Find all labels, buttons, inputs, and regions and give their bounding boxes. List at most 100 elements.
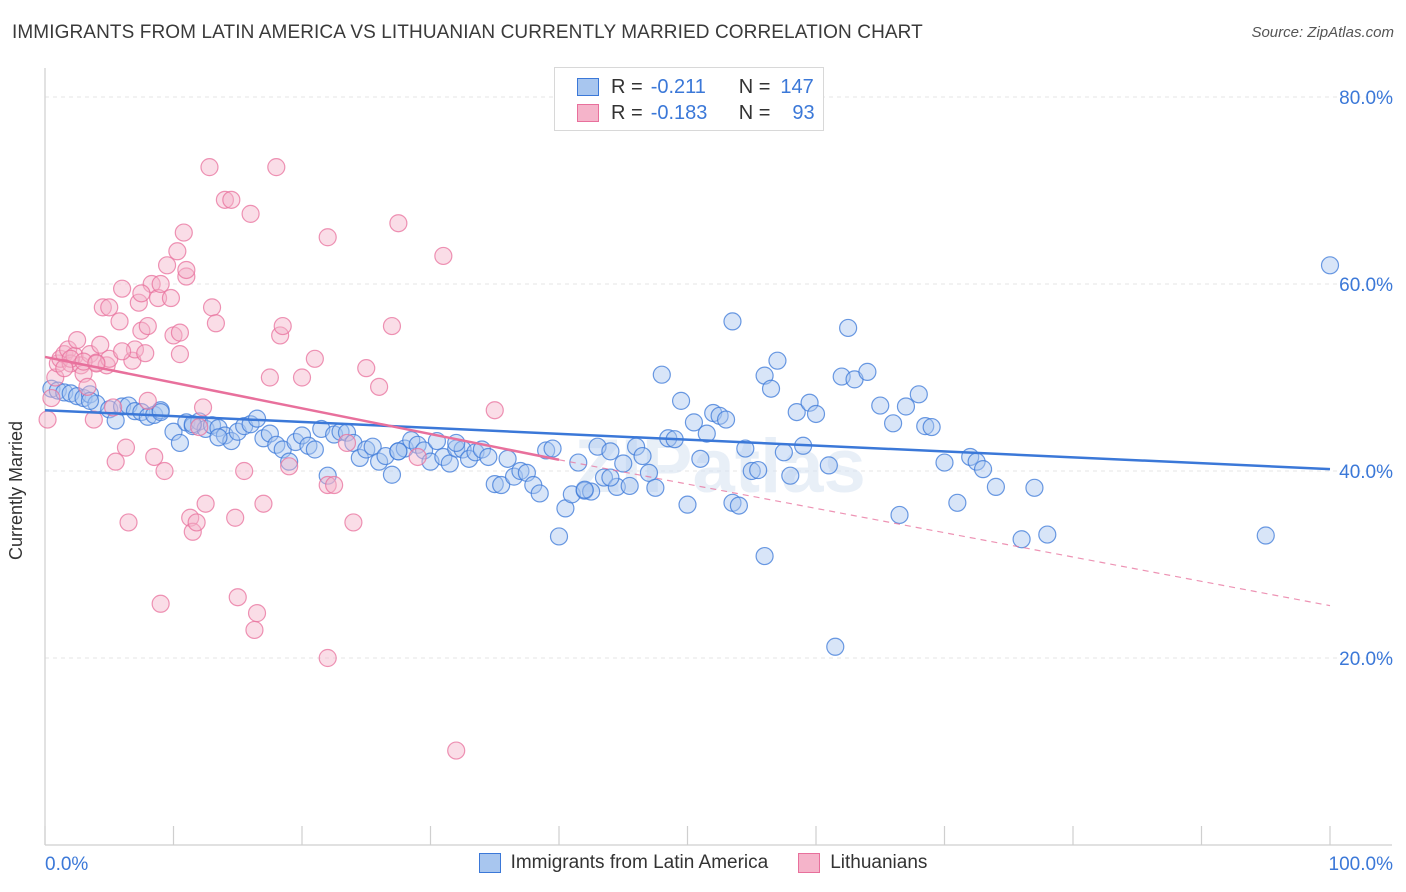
point-lithuanian	[206, 314, 226, 333]
point-lithuanian	[370, 377, 389, 396]
point-latin-america	[761, 379, 781, 398]
point-lithuanian	[202, 298, 222, 317]
point-lithuanian	[447, 741, 466, 760]
legend-r-label: R =	[611, 101, 643, 124]
grid-lines	[45, 96, 1392, 659]
point-latin-america	[729, 496, 749, 515]
point-latin-america	[511, 461, 530, 481]
point-latin-america	[697, 424, 716, 443]
point-latin-america	[209, 418, 228, 438]
point-latin-america	[305, 440, 324, 459]
series-legend: Immigrants from Latin America Lithuanian…	[0, 852, 1406, 874]
point-latin-america	[948, 493, 967, 512]
point-lithuanian	[190, 417, 209, 437]
legend-r-label: R =	[611, 75, 643, 98]
point-latin-america	[839, 318, 858, 338]
point-lithuanian	[68, 331, 87, 350]
point-lithuanian	[260, 368, 279, 387]
legend-swatch-blue	[478, 853, 501, 873]
point-latin-america	[382, 465, 402, 484]
legend-swatch-pink	[577, 104, 599, 122]
point-latin-america	[819, 456, 838, 475]
point-lithuanian	[177, 260, 196, 280]
point-latin-america	[883, 414, 903, 433]
point-latin-america	[389, 442, 408, 461]
point-latin-america	[543, 439, 562, 458]
point-latin-america	[492, 475, 511, 495]
point-latin-america	[260, 424, 279, 443]
point-lithuanian	[145, 447, 164, 467]
point-lithuanian	[106, 452, 125, 471]
point-lithuanian	[273, 316, 292, 336]
point-lithuanian	[382, 316, 402, 336]
point-latin-america	[434, 447, 453, 467]
point-latin-america	[973, 460, 993, 479]
point-latin-america	[1012, 530, 1031, 549]
point-lithuanian	[155, 461, 174, 481]
point-lithuanian	[132, 284, 151, 303]
point-latin-america	[800, 393, 819, 412]
source-credit: Source: ZipAtlas.com	[1251, 24, 1394, 41]
x-tick-label: 100.0%	[1329, 854, 1394, 875]
point-lithuanian	[148, 288, 168, 308]
point-latin-america	[871, 396, 890, 415]
point-lithuanian	[112, 279, 132, 298]
point-latin-america	[633, 446, 652, 466]
point-lithuanian	[183, 522, 202, 541]
point-latin-america	[620, 476, 639, 496]
point-lithuanian	[177, 267, 196, 286]
point-latin-america	[363, 437, 382, 456]
point-latin-america	[1025, 478, 1044, 497]
point-latin-america	[549, 527, 569, 546]
point-lithuanian	[170, 323, 190, 342]
point-lithuanian	[344, 513, 363, 532]
point-latin-america	[1038, 525, 1057, 544]
point-lithuanian	[112, 342, 132, 361]
point-latin-america	[787, 402, 806, 422]
point-lithuanian	[161, 288, 181, 308]
point-latin-america	[684, 413, 704, 432]
chart-title: IMMIGRANTS FROM LATIN AMERICA VS LITHUAN…	[12, 22, 923, 43]
point-latin-america	[858, 362, 877, 381]
watermark: ZIPatlas	[574, 424, 865, 509]
legend-label: Lithuanians	[830, 852, 928, 873]
point-lithuanian	[389, 214, 408, 233]
point-latin-america	[209, 428, 228, 447]
point-lithuanian	[254, 494, 273, 513]
point-latin-america	[601, 468, 620, 487]
point-lithuanian	[116, 438, 136, 457]
point-lithuanian	[226, 508, 245, 527]
point-lithuanian	[434, 246, 453, 266]
point-lithuanian	[187, 513, 206, 532]
x-tick-label: 0.0%	[45, 854, 88, 875]
point-lithuanian	[408, 447, 427, 467]
point-latin-america	[774, 443, 793, 462]
point-lithuanian	[78, 377, 97, 396]
legend-n-label: N =	[738, 101, 771, 124]
trend-line-latin-america	[44, 408, 1331, 471]
point-latin-america	[594, 468, 614, 487]
point-latin-america	[80, 385, 100, 404]
point-lithuanian	[168, 242, 187, 261]
point-latin-america	[414, 441, 434, 460]
point-latin-america	[614, 454, 633, 473]
point-lithuanian	[93, 298, 112, 317]
stats-legend: R = -0.211 N = 147 R = -0.183 N = 93	[554, 67, 824, 131]
point-lithuanian	[318, 475, 337, 495]
point-latin-america	[922, 417, 941, 437]
point-lithuanian	[215, 190, 234, 209]
point-latin-america	[607, 477, 626, 496]
point-latin-america	[459, 449, 479, 468]
point-latin-america	[826, 637, 845, 656]
point-lithuanian	[357, 359, 376, 378]
legend-label: Immigrants from Latin America	[510, 852, 769, 873]
point-lithuanian	[84, 410, 103, 429]
legend-r-value: -0.211	[650, 75, 706, 98]
point-latin-america	[806, 404, 826, 424]
point-lithuanian	[157, 256, 177, 275]
data-points	[38, 158, 1340, 760]
point-latin-america	[691, 449, 710, 468]
point-latin-america	[723, 312, 742, 331]
point-lithuanian	[200, 158, 219, 177]
